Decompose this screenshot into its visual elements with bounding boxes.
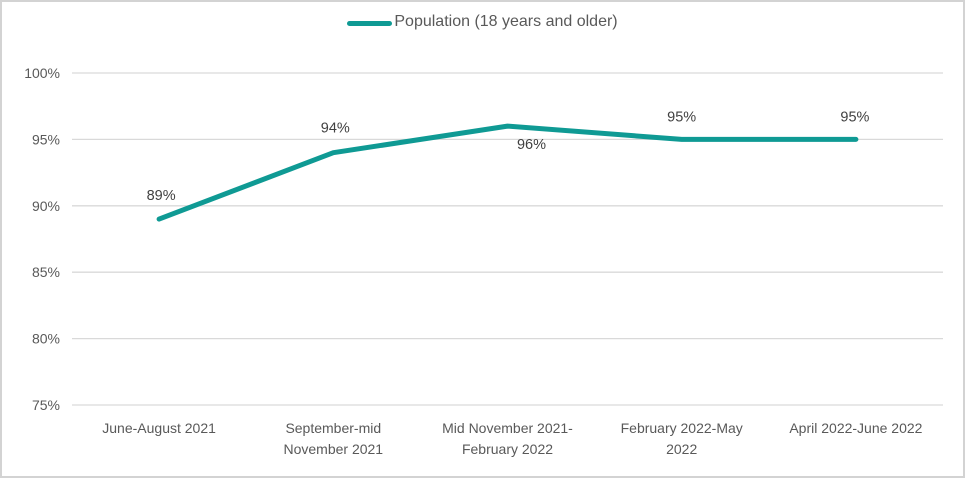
series-line-population (156, 123, 859, 222)
data-label: 95% (840, 109, 869, 125)
data-label: 96% (517, 137, 546, 153)
x-axis-tick-label: April 2022-June 2022 (789, 420, 922, 436)
x-axis-tick-label: February 2022 (462, 441, 553, 457)
y-axis-tick-label: 75% (32, 397, 60, 413)
y-axis-tick-label: 80% (32, 331, 60, 347)
x-axis-tick-label: February 2022-May (621, 420, 743, 436)
x-axis-tick-label: 2022 (666, 441, 697, 457)
y-axis-tick-label: 90% (32, 198, 60, 214)
x-axis-tick-label: June-August 2021 (102, 420, 216, 436)
data-label: 95% (667, 109, 696, 125)
x-axis-tick-label: November 2021 (283, 441, 383, 457)
data-label: 89% (147, 188, 176, 204)
y-axis-tick-label: 100% (24, 65, 60, 81)
x-axis-tick-label: September-mid (285, 420, 381, 436)
x-axis-tick-label: Mid November 2021- (442, 420, 573, 436)
data-label: 94% (321, 121, 350, 137)
y-axis-tick-label: 95% (32, 131, 60, 147)
y-axis-tick-label: 85% (32, 264, 60, 280)
